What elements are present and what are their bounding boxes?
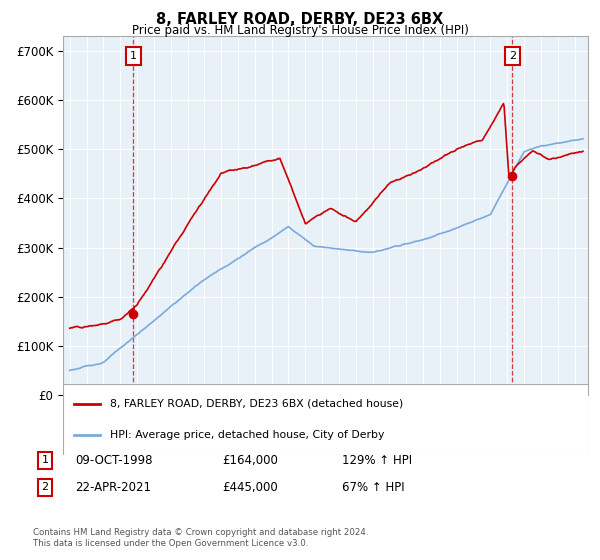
Text: 67% ↑ HPI: 67% ↑ HPI: [342, 480, 404, 494]
Text: 2: 2: [41, 482, 49, 492]
Text: HPI: Average price, detached house, City of Derby: HPI: Average price, detached house, City…: [110, 430, 385, 440]
Text: 22-APR-2021: 22-APR-2021: [75, 480, 151, 494]
Text: 1: 1: [130, 51, 137, 61]
Text: 09-OCT-1998: 09-OCT-1998: [75, 454, 152, 467]
Text: 8, FARLEY ROAD, DERBY, DE23 6BX: 8, FARLEY ROAD, DERBY, DE23 6BX: [157, 12, 443, 27]
Text: £164,000: £164,000: [222, 454, 278, 467]
FancyBboxPatch shape: [63, 384, 588, 455]
Text: Contains HM Land Registry data © Crown copyright and database right 2024.
This d: Contains HM Land Registry data © Crown c…: [33, 528, 368, 548]
Text: 2: 2: [509, 51, 516, 61]
Text: 129% ↑ HPI: 129% ↑ HPI: [342, 454, 412, 467]
Text: Price paid vs. HM Land Registry's House Price Index (HPI): Price paid vs. HM Land Registry's House …: [131, 24, 469, 36]
Text: 8, FARLEY ROAD, DERBY, DE23 6BX (detached house): 8, FARLEY ROAD, DERBY, DE23 6BX (detache…: [110, 399, 404, 409]
Text: £445,000: £445,000: [222, 480, 278, 494]
Text: 1: 1: [41, 455, 49, 465]
